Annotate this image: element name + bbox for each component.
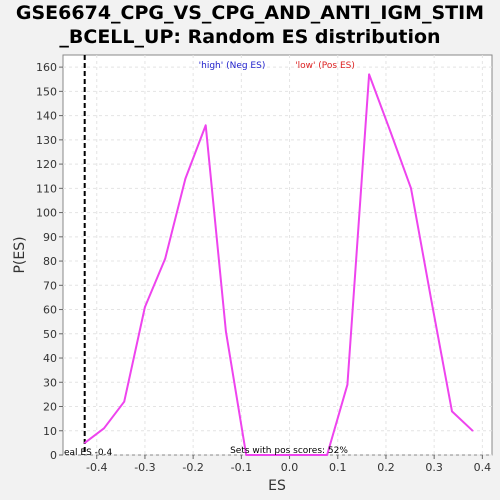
- y-tick-label: 0: [50, 449, 57, 462]
- legend-high: 'high' (Neg ES): [199, 61, 266, 71]
- y-axis-label: P(ES): [12, 236, 28, 273]
- y-tick-label: 120: [36, 158, 57, 171]
- x-tick-label: -0.1: [231, 461, 252, 474]
- x-axis-label: ES: [268, 478, 286, 494]
- x-tick-label: 0.3: [425, 461, 443, 474]
- y-tick-label: 80: [43, 255, 57, 268]
- x-tick-label: 0.4: [474, 461, 492, 474]
- pos-scores-annotation: Sets with pos scores: 52%: [230, 446, 348, 456]
- es-distribution-point: [225, 330, 227, 333]
- es-distribution-point: [265, 454, 268, 456]
- x-tick-label: 0.0: [281, 461, 299, 474]
- y-tick-label: 10: [43, 425, 57, 438]
- y-tick-label: 100: [36, 207, 57, 220]
- es-distribution-point: [410, 187, 412, 190]
- es-distribution-point: [389, 131, 392, 134]
- x-tick-label: 0.2: [377, 461, 395, 474]
- legend-low: 'low' (Pos ES): [295, 61, 355, 71]
- y-tick-label: 110: [36, 182, 57, 195]
- y-tick-label: 20: [43, 401, 57, 414]
- es-distribution-point: [245, 454, 247, 456]
- y-tick-label: 90: [43, 231, 57, 244]
- es-distribution-point: [430, 301, 433, 304]
- x-tick-label: 0.1: [329, 461, 347, 474]
- es-distribution-point: [285, 454, 288, 456]
- es-distribution-point: [471, 429, 474, 432]
- es-distribution-point: [306, 454, 308, 456]
- chart-title-line-1: GSE6674_CPG_VS_CPG_AND_ANTI_IGM_STIM: [15, 2, 485, 24]
- plot-background: [62, 54, 493, 456]
- es-distribution-point: [184, 177, 187, 180]
- es-distribution-point: [123, 400, 126, 403]
- es-distribution-point: [326, 454, 328, 456]
- chart-title-line-2: _BCELL_UP: Random ES distribution: [59, 26, 441, 48]
- y-tick-label: 40: [43, 352, 57, 365]
- es-distribution-line: [84, 73, 474, 456]
- y-tick-label: 140: [36, 110, 57, 123]
- es-distribution-point: [204, 124, 207, 127]
- y-tick-label: 130: [36, 134, 57, 147]
- x-tick-label: -0.4: [86, 461, 107, 474]
- es-distribution-point: [368, 73, 370, 76]
- x-tick-label: -0.3: [134, 461, 155, 474]
- y-tick-label: 60: [43, 304, 57, 317]
- es-distribution-point: [451, 410, 453, 413]
- y-tick-label: 70: [43, 279, 57, 292]
- es-distribution-point: [144, 306, 146, 308]
- y-tick-label: 160: [36, 61, 57, 74]
- es-distribution-point: [83, 442, 86, 444]
- y-tick-label: 30: [43, 376, 57, 389]
- es-distribution-point: [346, 383, 349, 386]
- y-tick-label: 150: [36, 85, 57, 98]
- real-es-label: eal ES -0.4: [64, 448, 113, 458]
- es-distribution-point: [103, 427, 105, 430]
- es-distribution-point: [164, 257, 166, 260]
- x-tick-label: -0.2: [182, 461, 203, 474]
- y-tick-label: 50: [43, 328, 57, 341]
